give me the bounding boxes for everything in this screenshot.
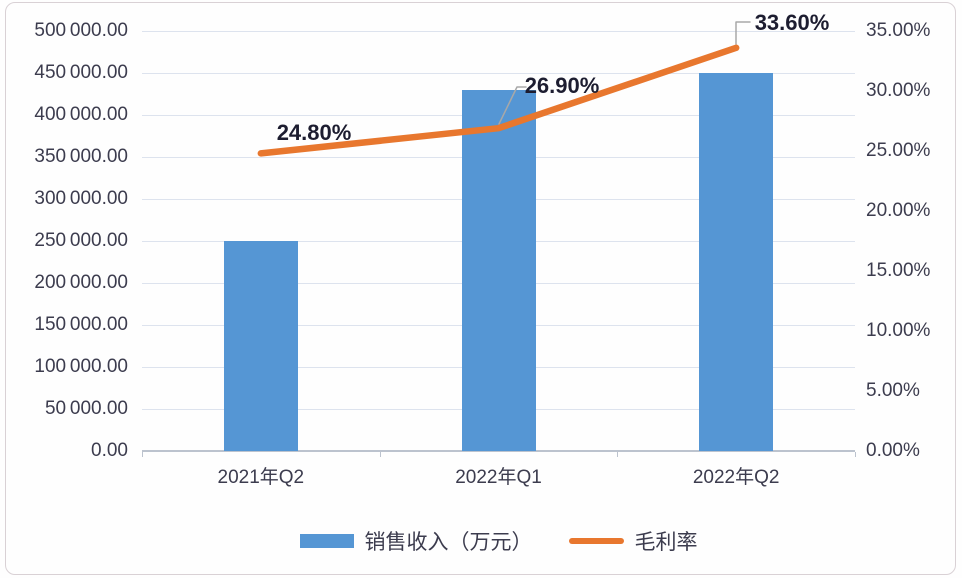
gross-margin-line xyxy=(257,44,740,157)
left-axis-tick-label: 0.00 xyxy=(91,440,128,461)
bar-2022年Q1 xyxy=(461,89,536,451)
data-label-2021年Q2: 24.80% xyxy=(276,120,352,145)
x-axis-tick xyxy=(617,452,619,457)
left-axis-tick-label: 450 000.00 xyxy=(34,62,128,83)
left-axis-tick-label: 200 000.00 xyxy=(34,272,128,293)
bar-2022年Q2 xyxy=(699,73,774,451)
data-label-leader-line xyxy=(735,21,751,45)
left-axis-tick-label: 50 000.00 xyxy=(44,398,128,419)
legend: 销售收入（万元） 毛利率 xyxy=(142,526,855,556)
x-axis-tick xyxy=(142,452,143,457)
legend-entry-margin: 毛利率 xyxy=(568,526,698,556)
x-axis-line xyxy=(142,450,855,452)
left-axis-tick-label: 400 000.00 xyxy=(34,104,128,125)
legend-line-swatch-icon xyxy=(568,538,624,544)
legend-bar-swatch-icon xyxy=(299,534,354,548)
data-label-leader-line xyxy=(498,86,527,125)
right-axis-tick-label: 10.00% xyxy=(866,320,931,341)
right-axis-tick-label: 0.00% xyxy=(866,440,920,461)
legend-label-revenue: 销售收入（万元） xyxy=(364,531,533,554)
left-axis-tick-label: 100 000.00 xyxy=(34,356,128,377)
x-axis-category-label: 2022年Q2 xyxy=(692,467,780,488)
right-axis-tick-label: 15.00% xyxy=(866,260,931,281)
left-axis-tick-label: 150 000.00 xyxy=(34,314,128,335)
x-axis-category-label: 2021年Q2 xyxy=(217,467,305,488)
right-axis-tick-label: 25.00% xyxy=(866,140,931,161)
gridline xyxy=(142,30,855,32)
gridline xyxy=(142,72,855,74)
right-axis-tick-label: 30.00% xyxy=(866,80,931,101)
x-axis-category-label: 2022年Q1 xyxy=(455,467,542,488)
left-axis-tick-label: 500 000.00 xyxy=(34,20,128,41)
x-axis-tick xyxy=(855,452,856,457)
right-axis-tick-label: 5.00% xyxy=(866,380,920,401)
data-label-2022年Q1: 26.90% xyxy=(524,73,600,98)
legend-label-margin: 毛利率 xyxy=(634,531,698,554)
left-axis-tick-label: 250 000.00 xyxy=(34,230,128,251)
data-label-2022年Q2: 33.60% xyxy=(754,10,830,35)
bar-2021年Q2 xyxy=(223,241,298,451)
left-axis-tick-label: 350 000.00 xyxy=(34,146,128,167)
right-axis-tick-label: 35.00% xyxy=(866,20,931,41)
left-axis-tick-label: 300 000.00 xyxy=(34,188,128,209)
x-axis-tick xyxy=(379,452,381,457)
legend-entry-revenue: 销售收入（万元） xyxy=(299,526,533,556)
right-axis-tick-label: 20.00% xyxy=(866,200,931,221)
